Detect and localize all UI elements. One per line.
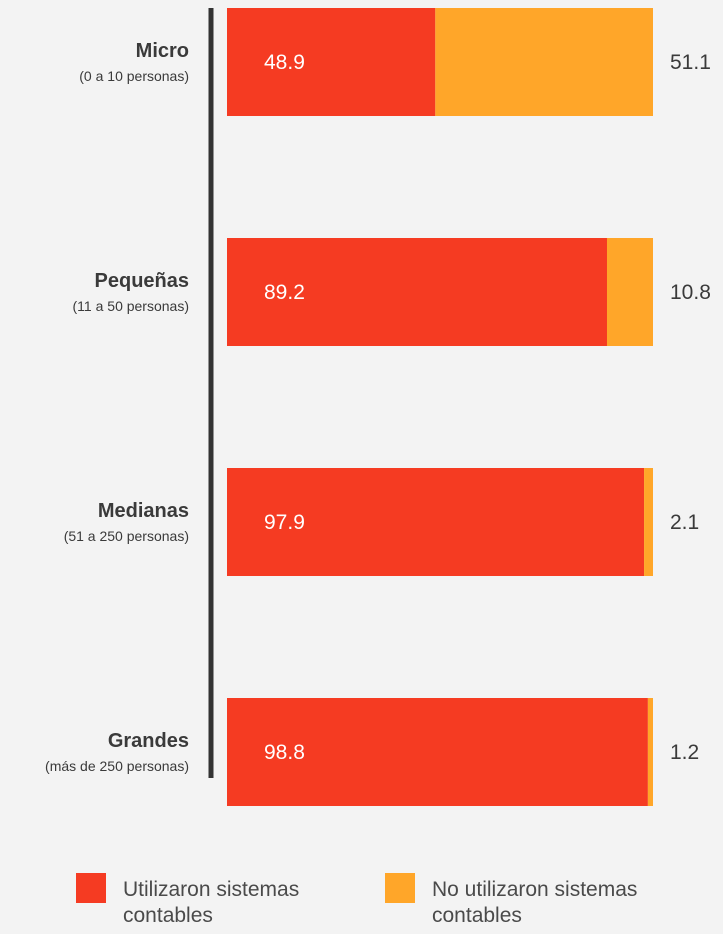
legend-swatch-used xyxy=(76,873,106,903)
category-label-3: Grandes xyxy=(108,730,189,752)
category-label-1: Pequeñas xyxy=(95,270,189,292)
value-label-used-2: 97.9 xyxy=(264,511,305,534)
value-label-not-used-2: 2.1 xyxy=(670,511,699,534)
value-label-not-used-3: 1.2 xyxy=(670,741,699,764)
value-label-not-used-1: 10.8 xyxy=(670,281,711,304)
legend-item-used: Utilizaron sistemas contables xyxy=(76,873,343,929)
value-label-not-used-0: 51.1 xyxy=(670,51,711,74)
value-label-used-1: 89.2 xyxy=(264,281,305,304)
legend-label-not-used-line1: No utilizaron sistemas xyxy=(432,878,638,901)
bar-used-0 xyxy=(227,8,436,116)
legend-item-not-used: No utilizaron sistemas contables xyxy=(385,873,652,929)
bars-group: 48.9 51.1 Micro (0 a 10 personas) 89.2 10.8 Pe… xyxy=(45,8,711,806)
category-label-0: Micro xyxy=(136,40,189,62)
bar-not-used-3 xyxy=(647,698,653,806)
legend-swatch-not-used xyxy=(385,873,415,903)
bar-used-2 xyxy=(227,468,645,576)
bar-not-used-0 xyxy=(435,8,653,116)
legend-label-used-line2: contables xyxy=(123,904,213,927)
category-sublabel-1: (11 a 50 personas) xyxy=(73,298,189,314)
category-label-2: Medianas xyxy=(98,500,189,522)
value-label-used-3: 98.8 xyxy=(264,741,305,764)
category-sublabel-0: (0 a 10 personas) xyxy=(79,68,189,84)
bar-used-3 xyxy=(227,698,648,806)
category-sublabel-3: (más de 250 personas) xyxy=(45,758,189,774)
legend-label-used-line1: Utilizaron sistemas xyxy=(123,878,300,901)
bar-not-used-1 xyxy=(606,238,653,346)
value-label-used-0: 48.9 xyxy=(264,51,305,74)
legend-label-not-used-line2: contables xyxy=(432,904,522,927)
category-sublabel-2: (51 a 250 personas) xyxy=(64,528,189,544)
bar-not-used-2 xyxy=(644,468,653,576)
bar-used-1 xyxy=(227,238,607,346)
stacked-bar-chart: 48.9 51.1 Micro (0 a 10 personas) 89.2 10.8 Pe… xyxy=(45,8,711,806)
legend-label-used: Utilizaron sistemas contables xyxy=(123,873,343,929)
legend-label-not-used: No utilizaron sistemas contables xyxy=(432,873,652,929)
